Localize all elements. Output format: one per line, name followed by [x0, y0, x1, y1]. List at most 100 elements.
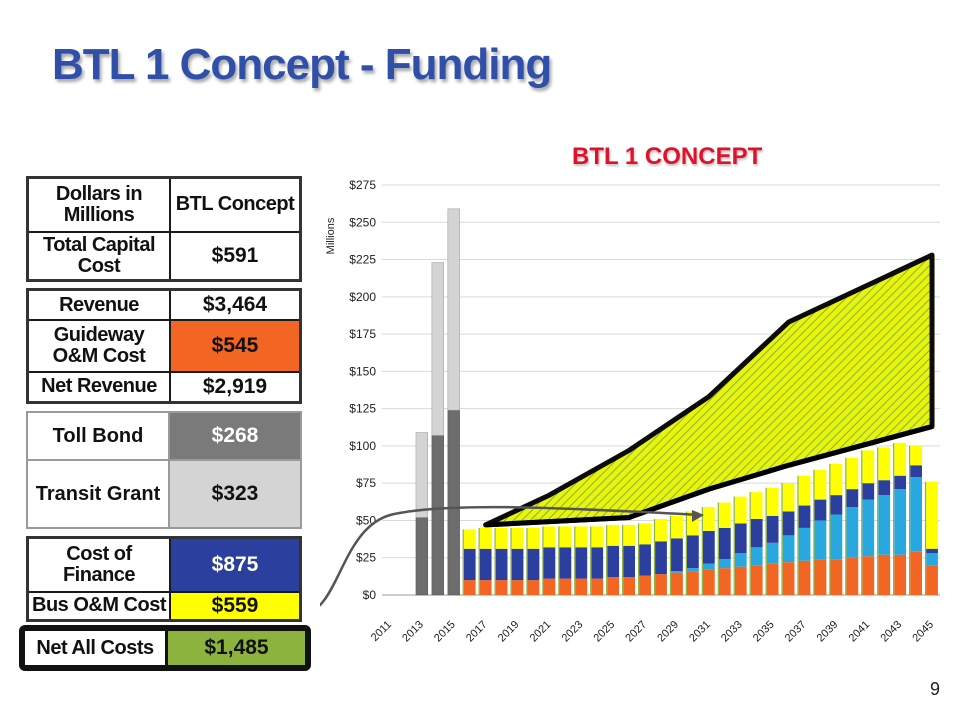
guideway-om-bar	[463, 580, 476, 595]
net-cost-edge	[845, 457, 847, 595]
cost-of-finance-bar	[623, 545, 636, 578]
bus-om-bar	[862, 450, 875, 484]
y-tick-label: $125	[349, 402, 376, 416]
guideway-om-bar	[734, 566, 747, 595]
bus-om-bar	[655, 518, 667, 542]
y-tick-label: $275	[349, 178, 376, 192]
net-all-costs-outline	[19, 625, 311, 671]
light-blue-bar	[878, 495, 891, 555]
bus-om-bar	[894, 442, 907, 476]
guideway-om-bar	[766, 563, 779, 595]
guideway-om-bar	[830, 559, 843, 595]
bus-om-bar	[718, 502, 731, 528]
y-tick-label: $150	[349, 364, 376, 378]
cost-of-finance-bar	[734, 523, 747, 554]
x-tick-label: 2039	[815, 619, 841, 645]
light-blue-bar	[910, 477, 922, 552]
x-tick-label: 2017	[464, 619, 490, 645]
net-revenue-value: $2,919	[169, 370, 302, 404]
total-capital-cost-value: $591	[169, 230, 302, 282]
bus-om-bar	[878, 447, 891, 481]
net-cost-edge	[526, 527, 528, 595]
light-blue-bar	[894, 489, 907, 555]
light-blue-bar	[734, 553, 747, 567]
x-tick-label: 2031	[687, 619, 713, 645]
revenue-value: $3,464	[169, 288, 302, 322]
net-all-costs-label: Net All Costs	[22, 628, 168, 668]
bus-om-bar	[527, 527, 540, 549]
bus-om-bar	[591, 526, 604, 548]
bus-om-bar	[750, 492, 763, 519]
guideway-om-bar	[671, 572, 683, 595]
light-blue-bar	[798, 527, 811, 561]
net-cost-edge	[749, 492, 751, 595]
net-cost-edge	[494, 527, 496, 595]
x-tick-label: 2019	[496, 619, 522, 645]
net-cost-edge	[510, 527, 512, 595]
cost-of-finance-bar	[463, 548, 476, 581]
bus-om-bar	[623, 524, 636, 546]
cost-of-finance-bar	[655, 541, 667, 575]
funding-sources-table: Toll Bond $268 Transit Grant $323	[26, 411, 302, 529]
net-cost-edge	[893, 442, 895, 595]
x-tick-label: 2025	[591, 619, 617, 645]
light-blue-bar	[814, 520, 827, 560]
bus-om-bar	[607, 524, 620, 546]
y-tick-label: $75	[356, 476, 376, 490]
capital-bar-light	[431, 262, 444, 436]
net-cost-edge	[908, 445, 911, 595]
guideway-om-bar	[575, 578, 588, 595]
cost-of-finance-bar	[686, 535, 699, 569]
light-blue-bar	[862, 499, 875, 557]
net-cost-edge	[685, 511, 687, 595]
transit-grant-value: $323	[168, 459, 302, 529]
net-cost-edge	[606, 524, 608, 595]
net-all-costs-table: Net All Costs $1,485	[22, 628, 308, 668]
bus-om-bar	[846, 457, 859, 490]
light-blue-bar	[846, 507, 859, 558]
net-cost-edge	[877, 447, 879, 595]
cost-of-finance-bar	[830, 495, 843, 515]
cost-of-finance-bar	[607, 545, 620, 578]
guideway-om-bar	[718, 568, 731, 595]
funding-chart: $0 $25 $50 $75 $100 $125 $150 $175 $200 $225 $250 $…	[320, 178, 940, 645]
cost-of-finance-bar	[511, 548, 524, 581]
light-blue-bar	[782, 535, 795, 563]
cost-of-finance-bar	[671, 538, 683, 572]
costs-table: Cost of Finance $875 Bus O&M Cost $559	[26, 536, 302, 622]
x-tick-label: 2035	[751, 619, 777, 645]
guideway-om-bar	[926, 565, 938, 595]
guideway-om-bar	[495, 580, 508, 595]
x-tick-label: 2033	[719, 619, 745, 645]
guideway-om-bar	[623, 577, 636, 595]
net-cost-edge	[733, 496, 735, 595]
capital-bar-dark	[415, 517, 429, 596]
revenue-label: Revenue	[26, 288, 171, 322]
x-tick-label: 2041	[847, 619, 873, 645]
x-tick-label: 2021	[528, 619, 554, 645]
table-header-dollars: Dollars in Millions	[26, 176, 171, 233]
bus-om-bar	[543, 526, 556, 548]
guideway-om-bar	[479, 580, 492, 595]
light-blue-bar	[671, 571, 683, 573]
guideway-om-bar	[591, 578, 604, 595]
cost-of-finance-bar	[575, 547, 588, 579]
net-cost-edge	[478, 527, 480, 595]
bus-om-bar	[479, 527, 492, 549]
cost-of-finance-bar	[926, 548, 938, 554]
guideway-om-bar	[910, 551, 922, 595]
capital-bar-dark	[431, 435, 444, 596]
guideway-om-bar	[878, 554, 891, 595]
x-tick-label: 2029	[655, 619, 681, 645]
y-tick-label: $100	[349, 439, 376, 453]
bus-om-bar	[511, 527, 524, 549]
cost-of-finance-bar	[559, 547, 572, 579]
net-cost-edge	[590, 526, 592, 595]
light-blue-bar	[830, 514, 843, 560]
transit-grant-label: Transit Grant	[26, 459, 170, 529]
x-tick-label: 2037	[783, 619, 809, 645]
x-tick-label: 2027	[623, 619, 649, 645]
guideway-om-bar	[527, 580, 540, 595]
slide-title: BTL 1 Concept - Funding	[52, 40, 552, 89]
net-revenue-label: Net Revenue	[26, 370, 171, 404]
